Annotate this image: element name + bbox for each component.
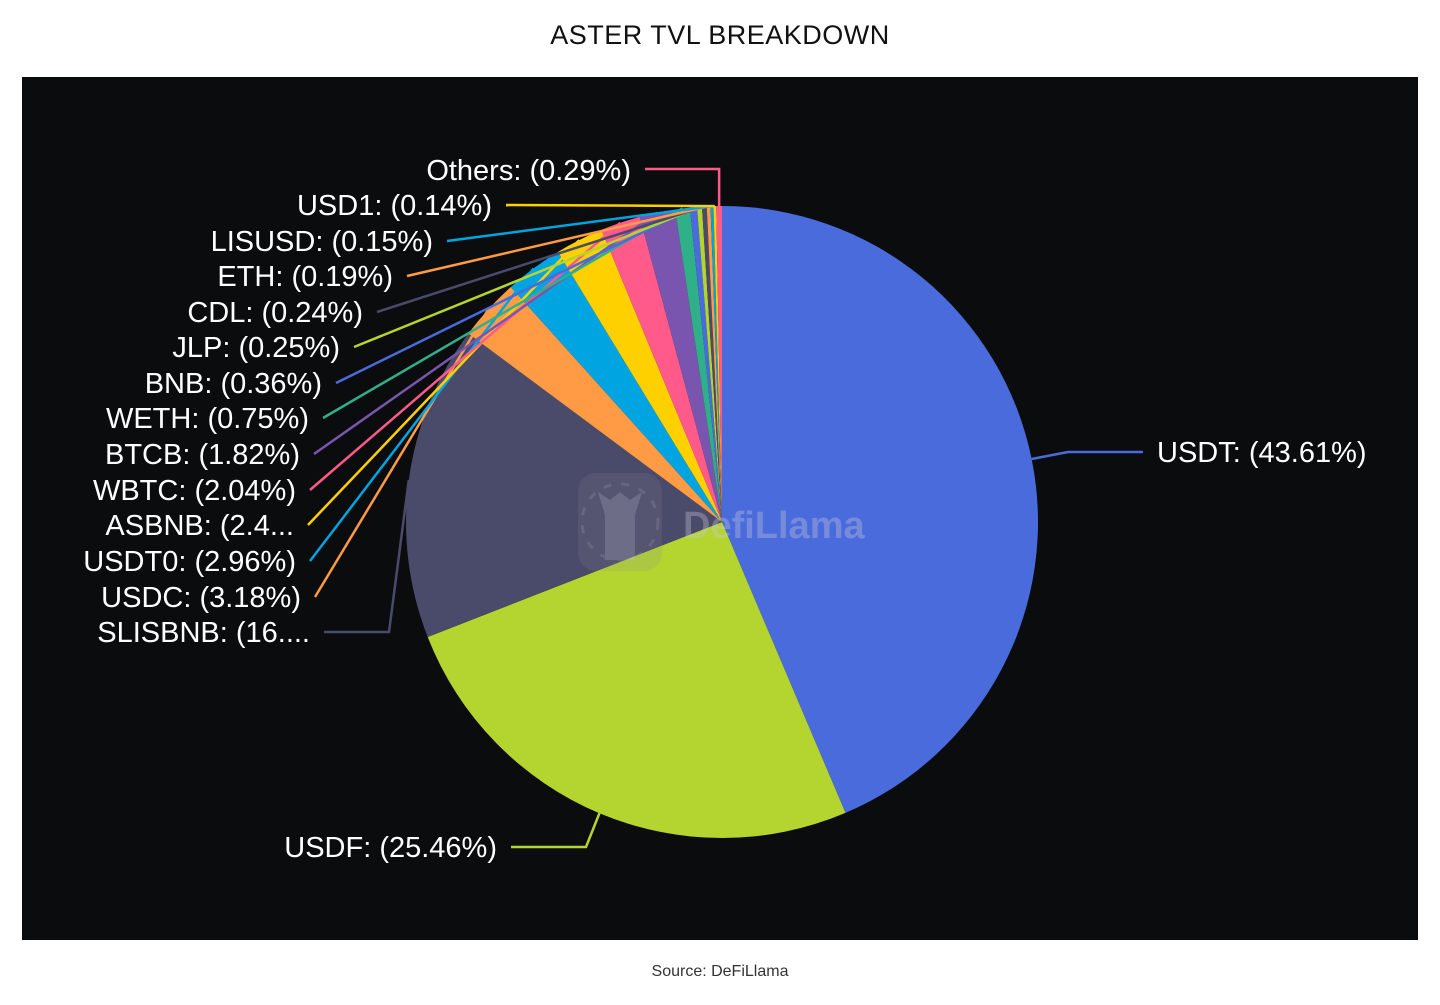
pie-slice-weth[interactable] — [675, 207, 722, 523]
pie-slice-eth[interactable] — [706, 206, 722, 522]
leader-line-eth — [406, 205, 709, 278]
slice-label-wbtc: WBTC: (2.04%) — [93, 475, 296, 507]
leader-line-jlp — [353, 205, 700, 349]
pie-slice-others[interactable] — [716, 206, 722, 522]
pie-slice-usd1[interactable] — [713, 206, 722, 522]
leader-line-others — [645, 167, 721, 207]
slice-label-usd1: USD1: (0.14%) — [297, 190, 492, 222]
slice-label-lisusd: LISUSD: (0.15%) — [211, 226, 433, 258]
leader-line-usdt — [1031, 450, 1143, 461]
pie-slice-slisbnb[interactable] — [406, 333, 722, 638]
pie-slice-usdc[interactable] — [468, 286, 722, 522]
leader-line-usdc — [313, 308, 490, 598]
pie-slice-cdl[interactable] — [701, 206, 722, 522]
pie-slice-usdt0[interactable] — [510, 251, 722, 522]
slice-label-usdt0: USDT0: (2.96%) — [83, 546, 296, 578]
svg-text:DefiLlama: DefiLlama — [683, 505, 865, 547]
pie-slice-lisusd[interactable] — [710, 206, 722, 522]
slice-label-slisbnb: SLISBNB: (16.... — [97, 617, 310, 649]
slice-label-cdl: CDL: (0.24%) — [187, 297, 363, 329]
slice-label-weth: WETH: (0.75%) — [106, 403, 309, 435]
leader-line-asbnb — [307, 239, 581, 526]
pie-slice-btcb[interactable] — [639, 209, 722, 522]
slice-label-asbnb: ASBNB: (2.4... — [105, 510, 294, 542]
pie-slice-asbnb[interactable] — [557, 229, 722, 522]
leader-line-lisusd — [446, 204, 713, 243]
pie-slice-bnb[interactable] — [689, 206, 722, 523]
slice-label-others: Others: (0.29%) — [426, 155, 631, 187]
source-note: Source: DeFiLlama — [651, 963, 789, 980]
leader-line-cdl — [376, 205, 705, 314]
slice-label-usdc: USDC: (3.18%) — [101, 582, 301, 614]
slice-label-jlp: JLP: (0.25%) — [172, 332, 340, 364]
slice-label-usdt: USDT: (43.61%) — [1157, 437, 1367, 469]
pie-slice-jlp[interactable] — [697, 206, 722, 522]
slice-label-eth: ETH: (0.19%) — [217, 261, 393, 293]
leader-line-bnb — [335, 206, 694, 385]
pie-slice-usdt[interactable] — [722, 206, 1038, 813]
leader-line-usdf — [511, 812, 601, 849]
defillama-watermark-logo: DefiLlama — [578, 473, 865, 571]
slice-label-btcb: BTCB: (1.82%) — [105, 439, 300, 471]
leader-line-slisbnb — [324, 479, 411, 634]
slice-label-usdf: USDF: (25.46%) — [284, 832, 497, 864]
pie-slice-usdf[interactable] — [427, 522, 846, 838]
slice-label-bnb: BNB: (0.36%) — [145, 368, 322, 400]
chart-title: ASTER TVL BREAKDOWN — [550, 20, 890, 50]
leader-line-usd1 — [505, 203, 715, 208]
pie-slice-wbtc[interactable] — [601, 216, 722, 522]
